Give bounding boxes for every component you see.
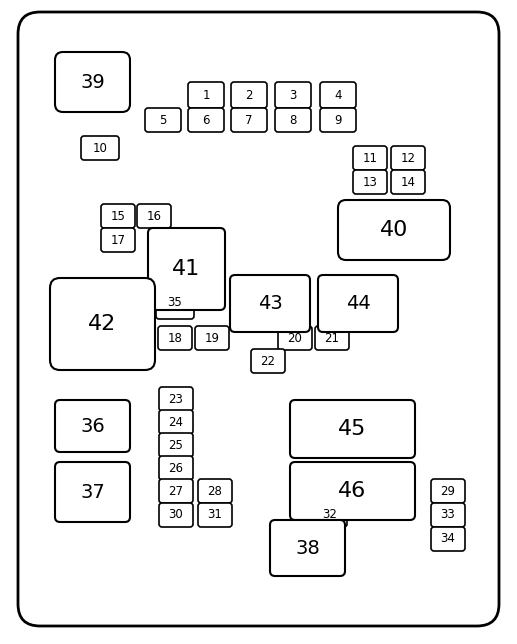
- Text: 36: 36: [80, 417, 105, 435]
- Text: 37: 37: [80, 482, 105, 502]
- Text: 8: 8: [290, 113, 297, 126]
- FancyBboxPatch shape: [275, 108, 311, 132]
- Text: 16: 16: [146, 209, 161, 222]
- FancyBboxPatch shape: [338, 200, 450, 260]
- FancyBboxPatch shape: [275, 82, 311, 108]
- Text: 18: 18: [168, 332, 183, 345]
- Text: 7: 7: [245, 113, 253, 126]
- Text: 43: 43: [257, 294, 282, 313]
- FancyBboxPatch shape: [278, 326, 312, 350]
- FancyBboxPatch shape: [50, 278, 155, 370]
- FancyBboxPatch shape: [251, 349, 285, 373]
- Text: 14: 14: [401, 176, 416, 189]
- FancyBboxPatch shape: [101, 204, 135, 228]
- FancyBboxPatch shape: [353, 170, 387, 194]
- Text: 5: 5: [159, 113, 166, 126]
- Text: 25: 25: [169, 439, 184, 451]
- Text: 2: 2: [245, 88, 253, 102]
- Text: 34: 34: [440, 533, 455, 545]
- Text: 46: 46: [338, 481, 367, 501]
- Text: 12: 12: [401, 151, 416, 164]
- Text: 11: 11: [362, 151, 377, 164]
- FancyBboxPatch shape: [81, 136, 119, 160]
- FancyBboxPatch shape: [315, 326, 349, 350]
- Text: 22: 22: [261, 354, 276, 368]
- FancyBboxPatch shape: [320, 108, 356, 132]
- FancyBboxPatch shape: [145, 108, 181, 132]
- FancyBboxPatch shape: [159, 387, 193, 411]
- FancyBboxPatch shape: [391, 146, 425, 170]
- FancyBboxPatch shape: [290, 400, 415, 458]
- FancyBboxPatch shape: [159, 503, 193, 527]
- Text: 28: 28: [207, 484, 222, 498]
- Text: 23: 23: [169, 392, 184, 406]
- FancyBboxPatch shape: [18, 12, 499, 626]
- Text: 27: 27: [169, 484, 184, 498]
- Text: 3: 3: [290, 88, 297, 102]
- FancyBboxPatch shape: [353, 146, 387, 170]
- FancyBboxPatch shape: [198, 479, 232, 503]
- FancyBboxPatch shape: [55, 400, 130, 452]
- FancyBboxPatch shape: [101, 228, 135, 252]
- Text: 13: 13: [362, 176, 377, 189]
- FancyBboxPatch shape: [159, 433, 193, 457]
- Text: 21: 21: [325, 332, 340, 345]
- FancyBboxPatch shape: [431, 503, 465, 527]
- Text: 10: 10: [93, 142, 108, 155]
- Text: 41: 41: [172, 259, 201, 279]
- FancyBboxPatch shape: [156, 285, 194, 319]
- FancyBboxPatch shape: [159, 479, 193, 503]
- Text: 33: 33: [440, 509, 455, 522]
- FancyBboxPatch shape: [158, 326, 192, 350]
- Text: 4: 4: [334, 88, 342, 102]
- FancyBboxPatch shape: [55, 52, 130, 112]
- FancyBboxPatch shape: [270, 520, 345, 576]
- FancyBboxPatch shape: [231, 108, 267, 132]
- Text: 20: 20: [287, 332, 302, 345]
- FancyBboxPatch shape: [137, 204, 171, 228]
- FancyBboxPatch shape: [159, 456, 193, 480]
- FancyBboxPatch shape: [159, 410, 193, 434]
- FancyBboxPatch shape: [431, 527, 465, 551]
- Text: 39: 39: [80, 73, 105, 91]
- FancyBboxPatch shape: [195, 326, 229, 350]
- Text: 38: 38: [295, 538, 320, 558]
- Text: 35: 35: [168, 296, 183, 308]
- FancyBboxPatch shape: [431, 479, 465, 503]
- Text: 29: 29: [440, 484, 455, 498]
- Text: 45: 45: [338, 419, 367, 439]
- Text: 31: 31: [207, 509, 222, 522]
- FancyBboxPatch shape: [320, 82, 356, 108]
- FancyBboxPatch shape: [231, 82, 267, 108]
- Text: 15: 15: [111, 209, 126, 222]
- FancyBboxPatch shape: [318, 275, 398, 332]
- Text: 44: 44: [346, 294, 370, 313]
- FancyBboxPatch shape: [188, 82, 224, 108]
- FancyBboxPatch shape: [313, 503, 347, 527]
- Text: 1: 1: [202, 88, 210, 102]
- Text: 30: 30: [169, 509, 184, 522]
- Text: 32: 32: [323, 509, 338, 522]
- FancyBboxPatch shape: [55, 462, 130, 522]
- Text: 19: 19: [205, 332, 220, 345]
- FancyBboxPatch shape: [188, 108, 224, 132]
- FancyBboxPatch shape: [391, 170, 425, 194]
- Text: 40: 40: [380, 220, 408, 240]
- Text: 6: 6: [202, 113, 210, 126]
- FancyBboxPatch shape: [230, 275, 310, 332]
- Text: 26: 26: [169, 462, 184, 475]
- FancyBboxPatch shape: [198, 503, 232, 527]
- Text: 17: 17: [111, 234, 126, 247]
- Text: 42: 42: [88, 314, 117, 334]
- FancyBboxPatch shape: [148, 228, 225, 310]
- FancyBboxPatch shape: [290, 462, 415, 520]
- Text: 24: 24: [169, 415, 184, 428]
- Text: 9: 9: [334, 113, 342, 126]
